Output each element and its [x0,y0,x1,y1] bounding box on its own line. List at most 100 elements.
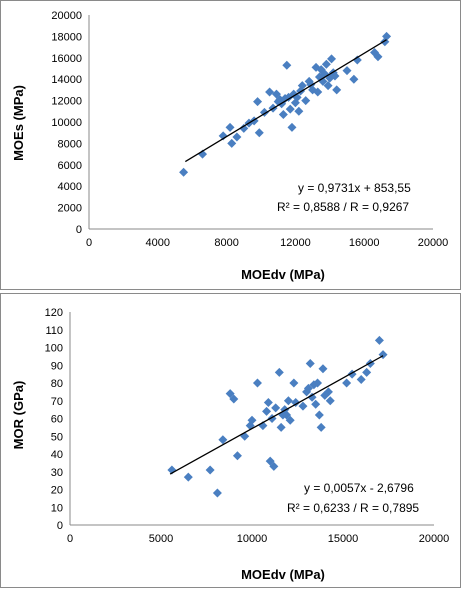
data-point [218,435,228,445]
data-point [294,106,304,116]
y-tick-label: 16000 [51,53,82,65]
data-point [276,422,286,432]
y-tick-label: 70 [51,396,63,408]
data-point [305,358,315,368]
data-point [316,422,326,432]
data-point [330,71,340,81]
x-axis-title: MOEdv (MPa) [241,567,325,582]
y-tick-label: 20 [51,485,63,497]
data-point [356,374,366,384]
data-point [253,97,263,107]
data-point [247,415,257,425]
data-point [323,387,333,397]
x-tick-label: 10000 [237,533,268,545]
data-point [232,132,242,142]
data-point [282,410,292,420]
data-point [225,122,235,132]
x-tick-label: 16000 [349,237,380,249]
y-tick-label: 90 [51,360,63,372]
scatter-chart-mor: 0 5000 10000 15000 20000 0 10 20 30 40 50 60 70 80 90… [11,307,449,582]
data-point [373,52,383,62]
y-tick-label: 30 [51,467,63,479]
data-point [282,60,292,70]
data-point [309,380,319,390]
x-tick-label: 12000 [280,237,311,249]
x-tick-labels: 0 5000 10000 15000 20000 [67,533,449,545]
y-tick-label: 110 [45,325,63,337]
data-point [313,87,323,97]
y-tick-label: 0 [76,224,82,236]
data-point [274,367,284,377]
equation-label: y = 0,0057x - 2,6796 [304,481,414,495]
y-tick-label: 40 [51,449,63,461]
data-point [265,87,275,97]
data-point [313,378,323,388]
trendline [169,355,384,475]
data-point [297,81,307,91]
trendline [184,39,387,163]
trendline-path [184,39,387,163]
x-tick-label: 20000 [418,237,449,249]
y-axis-title: MOEs (MPa) [11,85,26,161]
y-tick-label: 6000 [58,160,82,172]
axes [69,312,434,526]
data-point [271,403,281,413]
data-point [325,396,335,406]
r-squared-label: R² = 0,8588 / R = 0,9267 [277,200,409,214]
data-point [218,131,228,141]
data-point [318,364,328,374]
y-tick-label: 50 [51,431,63,443]
data-point [301,96,311,106]
data-point [323,81,333,91]
data-point [303,383,313,393]
data-point [291,398,301,408]
x-tick-label: 5000 [149,533,173,545]
data-point [362,367,372,377]
x-tick-label: 8000 [214,237,238,249]
y-tick-label: 4000 [58,181,82,193]
y-tick-label: 12000 [51,96,82,108]
data-point [342,378,352,388]
data-point [352,55,362,65]
y-tick-label: 8000 [58,138,82,150]
scatter-chart-moes: 0 4000 8000 12000 16000 20000 0 2000 4000 6000 80… [11,10,448,282]
data-point [321,59,331,69]
y-tick-label: 2000 [58,203,82,215]
x-tick-label: 0 [67,533,73,545]
y-tick-labels: 0 2000 4000 6000 8000 10000 12000 14000 16000 180… [51,10,82,236]
data-point [278,110,288,120]
y-tick-label: 10 [51,502,63,514]
data-point [382,31,392,41]
data-point [285,104,295,114]
x-tick-label: 4000 [146,237,170,249]
y-tick-label: 100 [45,343,63,355]
data-point [311,399,321,409]
data-points [179,31,392,177]
equation-label: y = 0,9731x + 853,55 [298,181,411,195]
data-point [179,167,189,177]
data-point [229,394,239,404]
data-point [378,350,388,360]
data-point [254,128,264,138]
data-point [183,472,193,482]
panel-separator [0,290,461,293]
data-point [227,138,237,148]
data-point [289,378,299,388]
data-point [263,398,273,408]
y-tick-label: 10000 [51,117,82,129]
data-point [212,488,222,498]
r-squared-label: R² = 0,6233 / R = 0,7895 [287,501,419,515]
axes [88,15,433,230]
data-point [239,123,249,133]
x-tick-labels: 0 4000 8000 12000 16000 20000 [86,237,448,249]
chart-panel-top: 0 4000 8000 12000 16000 20000 0 2000 4000 6000 80… [0,0,461,290]
data-point [349,74,359,84]
chart-panel-bottom: 0 5000 10000 15000 20000 0 10 20 30 40 50 60 70 80 90… [0,293,461,588]
data-point [314,410,324,420]
y-tick-label: 80 [51,378,63,390]
y-tick-label: 120 [45,307,63,319]
data-points [167,335,388,498]
data-point [205,465,215,475]
data-point [262,406,272,416]
y-tick-label: 20000 [51,10,82,22]
